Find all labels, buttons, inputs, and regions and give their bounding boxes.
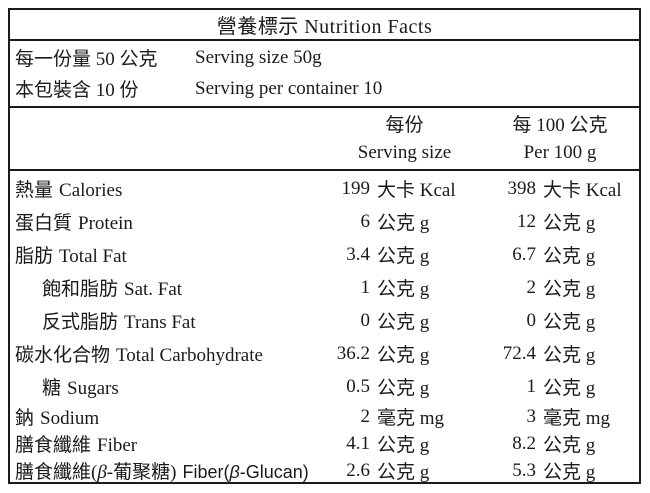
row-label-zh: 飽和脂肪 xyxy=(42,279,119,300)
per-serving-value: 3.4 xyxy=(346,243,370,265)
row-label-en: Sat. Fat xyxy=(124,279,183,300)
per-serving-value: 1 xyxy=(360,276,371,298)
per-100g-value: 12 xyxy=(517,210,536,232)
per-100g-unit: 毫克 mg xyxy=(543,408,611,429)
servings-per-container-label-en: Serving per container 10 xyxy=(195,77,383,99)
per-serving-value: 2.6 xyxy=(346,459,370,481)
row-label-zh: 膳食纖維 xyxy=(15,435,92,456)
per-100g-unit: 公克 g xyxy=(543,246,596,267)
per-100g-unit: 公克 g xyxy=(543,462,596,483)
table-row-sugars: 糖 Sugars 0.5 公克 g 1 公克 g xyxy=(10,370,639,403)
per-serving-value: 0.5 xyxy=(346,375,370,397)
per-100g-value: 3 xyxy=(526,405,537,427)
row-label-zh: 反式脂肪 xyxy=(42,312,119,333)
row-label-zh: 脂肪 xyxy=(15,246,54,267)
per-100g-value: 398 xyxy=(507,177,537,199)
table-row-calories: 熱量 Calories 199 大卡 Kcal 398 大卡 Kcal xyxy=(10,172,639,205)
per-100g-value: 6.7 xyxy=(512,243,536,265)
nutrient-rows: 熱量 Calories 199 大卡 Kcal 398 大卡 Kcal 蛋白質 Pr… xyxy=(10,171,639,484)
per-serving-value: 0 xyxy=(360,309,371,331)
per-100g-unit: 公克 g xyxy=(543,435,596,456)
row-label: 反式脂肪 Trans Fat xyxy=(10,307,314,334)
row-label-zh: 碳水化合物 xyxy=(15,345,111,366)
per-100g-unit: 公克 g xyxy=(543,213,596,234)
serving-size-label-zh: 每一份量 50 公克 xyxy=(15,49,158,70)
per-serving-unit: 公克 g xyxy=(377,246,430,267)
per-serving-value: 36.2 xyxy=(336,342,370,364)
row-label: 膳食纖維(β-葡聚糖) Fiber(β-Glucan) xyxy=(10,457,314,484)
table-title: 營養標示 Nutrition Facts xyxy=(10,10,639,41)
per-100g-value: 1 xyxy=(526,375,537,397)
column-header-per-100g-zh: 每 100 公克 xyxy=(512,115,608,136)
per-serving-unit: 公克 g xyxy=(377,279,430,300)
row-label-en: Trans Fat xyxy=(124,312,196,333)
per-serving-value: 4.1 xyxy=(346,432,370,454)
row-label-en: Total Carbohydrate xyxy=(116,345,263,366)
row-label: 飽和脂肪 Sat. Fat xyxy=(10,274,314,301)
per-serving-unit: 公克 g xyxy=(377,213,430,234)
table-row-total-carbohydrate: 碳水化合物 Total Carbohydrate 36.2 公克 g 72.4 公… xyxy=(10,337,639,370)
column-header-per-serving-en: Serving size xyxy=(357,142,452,163)
per-serving-value: 6 xyxy=(360,210,371,232)
per-serving-unit: 大卡 Kcal xyxy=(377,180,456,201)
per-100g-unit: 公克 g xyxy=(543,378,596,399)
row-label-zh: 蛋白質 xyxy=(15,213,73,234)
row-label: 膳食纖維 Fiber xyxy=(10,430,314,457)
per-100g-value: 8.2 xyxy=(512,432,536,454)
row-label-en: Sugars xyxy=(67,378,119,399)
table-row-fiber: 膳食纖維 Fiber 4.1 公克 g 8.2 公克 g xyxy=(10,430,639,457)
per-100g-value: 0 xyxy=(526,309,537,331)
row-label-zh: 膳食纖維(β-葡聚糖) xyxy=(15,462,177,483)
per-serving-unit: 公克 g xyxy=(377,462,430,483)
row-label: 蛋白質 Protein xyxy=(10,208,314,235)
per-100g-value: 2 xyxy=(526,276,537,298)
table-row-fiber-beta-glucan: 膳食纖維(β-葡聚糖) Fiber(β-Glucan) 2.6 公克 g 5.3 … xyxy=(10,457,639,484)
row-label-zh: 熱量 xyxy=(15,180,54,201)
row-label-zh: 鈉 xyxy=(15,408,35,429)
per-serving-unit: 公克 g xyxy=(377,345,430,366)
row-label: 脂肪 Total Fat xyxy=(10,241,314,268)
per-100g-unit: 公克 g xyxy=(543,279,596,300)
per-100g-unit: 公克 g xyxy=(543,345,596,366)
servings-per-container-label-zh: 本包裝含 10 份 xyxy=(15,80,139,101)
per-serving-unit: 毫克 mg xyxy=(377,408,445,429)
per-serving-unit: 公克 g xyxy=(377,435,430,456)
per-serving-unit: 公克 g xyxy=(377,312,430,333)
serving-size-row: 每一份量 50 公克 Serving size 50g xyxy=(10,42,639,73)
column-header-per-100g: 每 100 公克 Per 100 g xyxy=(481,112,639,166)
per-100g-unit: 大卡 Kcal xyxy=(543,180,622,201)
row-label-en: Sodium xyxy=(40,408,100,429)
row-label: 熱量 Calories xyxy=(10,175,314,202)
column-header-per-serving-zh: 每份 xyxy=(385,115,424,136)
table-row-protein: 蛋白質 Protein 6 公克 g 12 公克 g xyxy=(10,205,639,238)
table-row-sodium: 鈉 Sodium 2 毫克 mg 3 毫克 mg xyxy=(10,403,639,430)
column-header-per-serving: 每份 Serving size xyxy=(328,112,481,166)
row-label: 鈉 Sodium xyxy=(10,403,314,430)
row-label-en: Fiber(β-Glucan) xyxy=(182,462,309,482)
table-row-sat-fat: 飽和脂肪 Sat. Fat 1 公克 g 2 公克 g xyxy=(10,271,639,304)
table-row-trans-fat: 反式脂肪 Trans Fat 0 公克 g 0 公克 g xyxy=(10,304,639,337)
nutrition-facts-table: 營養標示 Nutrition Facts 每一份量 50 公克 Serving … xyxy=(8,8,641,484)
per-100g-unit: 公克 g xyxy=(543,312,596,333)
row-label-zh: 糖 xyxy=(42,378,62,399)
row-label: 糖 Sugars xyxy=(10,373,314,400)
serving-size-label-en: Serving size 50g xyxy=(195,46,322,68)
row-label-en: Fiber xyxy=(97,435,138,456)
per-serving-value: 199 xyxy=(341,177,371,199)
row-label-en: Total Fat xyxy=(59,246,127,267)
column-header-per-100g-en: Per 100 g xyxy=(523,142,597,163)
servings-per-container-row: 本包裝含 10 份 Serving per container 10 xyxy=(10,73,639,104)
row-label-en: Protein xyxy=(78,213,133,234)
per-serving-value: 2 xyxy=(360,405,371,427)
column-header-row: 每份 Serving size 每 100 公克 Per 100 g xyxy=(10,108,639,171)
per-100g-value: 72.4 xyxy=(502,342,536,364)
per-serving-unit: 公克 g xyxy=(377,378,430,399)
row-label: 碳水化合物 Total Carbohydrate xyxy=(10,340,314,367)
column-header-spacer xyxy=(10,112,328,166)
per-100g-value: 5.3 xyxy=(512,459,536,481)
serving-info-section: 每一份量 50 公克 Serving size 50g 本包裝含 10 份 Se… xyxy=(10,41,639,108)
table-row-total-fat: 脂肪 Total Fat 3.4 公克 g 6.7 公克 g xyxy=(10,238,639,271)
row-label-en: Calories xyxy=(59,180,123,201)
